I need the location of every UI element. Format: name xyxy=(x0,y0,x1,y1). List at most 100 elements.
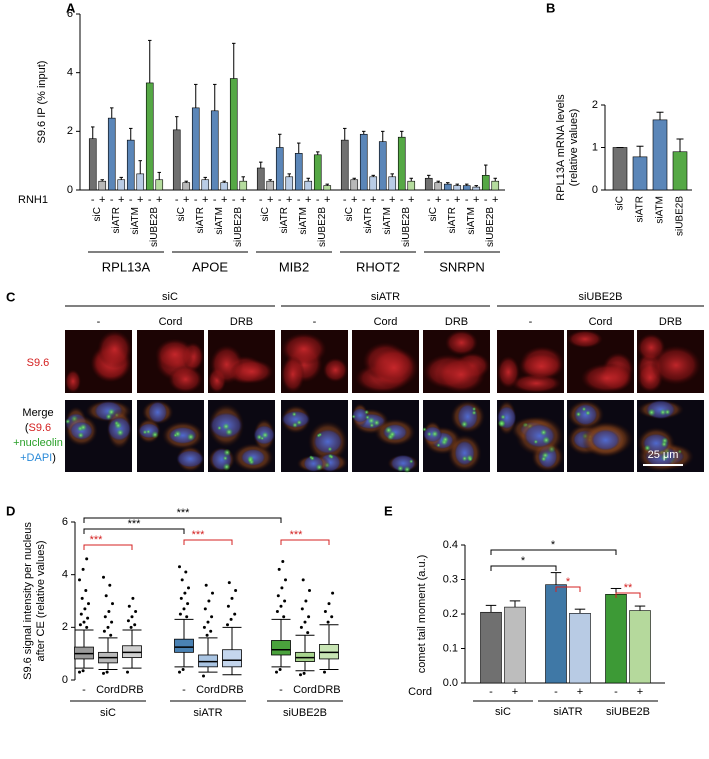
nucleolus xyxy=(369,422,375,428)
outlier xyxy=(183,591,187,595)
nucleolus xyxy=(329,454,334,460)
significance-bracket xyxy=(83,544,133,550)
nucleolus xyxy=(403,465,411,474)
panel-letter: E xyxy=(384,503,393,518)
treatment-label: + xyxy=(286,194,292,206)
cell xyxy=(281,355,305,393)
nucleolus xyxy=(467,456,473,462)
column-header: siUBE2B xyxy=(578,291,622,303)
category-label: siATR xyxy=(193,707,222,719)
nucleus xyxy=(352,408,369,423)
category-label: siUBE2B xyxy=(675,196,686,236)
nucleolus xyxy=(222,462,231,471)
column-label: DRB xyxy=(230,316,253,328)
nucleolus xyxy=(431,430,439,438)
outlier xyxy=(304,599,308,603)
outlier xyxy=(87,602,90,606)
outlier xyxy=(109,633,113,637)
y-tick-label: 0.1 xyxy=(443,642,458,654)
significance-bracket xyxy=(555,586,581,592)
nucleus xyxy=(313,429,343,455)
treatment-axis-label: RNH1 xyxy=(18,194,48,206)
subgroup-label: siUBE2B xyxy=(317,207,328,247)
bar xyxy=(652,119,668,191)
outlier xyxy=(279,604,283,608)
treatment-label: - xyxy=(194,194,198,206)
outlier xyxy=(306,631,310,635)
row-label: +nucleolin xyxy=(13,437,63,449)
outlier xyxy=(110,620,114,624)
outlier xyxy=(82,620,86,624)
bar xyxy=(491,180,500,191)
outlier xyxy=(323,610,327,614)
outlier xyxy=(229,617,233,621)
subgroup-label: siC xyxy=(344,207,355,221)
outlier xyxy=(275,670,278,674)
outlier xyxy=(203,607,207,611)
y-tick-label: 0 xyxy=(592,184,598,196)
nucleolus xyxy=(422,427,427,432)
outlier xyxy=(182,607,186,611)
subgroup-label: siATM xyxy=(130,207,141,235)
nucleolus xyxy=(318,432,323,437)
outlier xyxy=(102,671,105,675)
nucleolus xyxy=(296,419,302,426)
cell xyxy=(154,338,195,371)
cell xyxy=(497,355,520,389)
significance-bracket xyxy=(83,528,185,534)
bar xyxy=(256,167,265,191)
bar xyxy=(136,173,145,191)
bar xyxy=(672,151,688,191)
category-label: siC xyxy=(615,196,626,210)
bar xyxy=(145,82,154,191)
bar xyxy=(275,147,284,191)
significance-label: *** xyxy=(192,529,206,541)
bar xyxy=(481,175,490,191)
treatment-label: - xyxy=(297,194,301,206)
outlier xyxy=(282,615,286,619)
cell xyxy=(567,330,603,349)
outlier xyxy=(86,616,90,620)
cell xyxy=(580,363,634,394)
outlier xyxy=(133,623,137,627)
nucleolus xyxy=(142,429,148,435)
nucleolus xyxy=(186,433,195,441)
outlier xyxy=(278,667,282,671)
outlier xyxy=(301,578,305,582)
bar xyxy=(323,185,332,191)
outlier xyxy=(83,607,87,611)
outlier xyxy=(84,588,88,592)
outlier xyxy=(102,575,105,579)
y-tick-label: 2 xyxy=(67,125,73,137)
nucleolus xyxy=(365,414,370,420)
column-label: Cord xyxy=(589,316,613,328)
column-label: DRB xyxy=(445,316,468,328)
outlier xyxy=(131,596,135,600)
subgroup-label: siC xyxy=(260,207,271,221)
nucleolus xyxy=(585,410,591,416)
outlier xyxy=(326,620,330,624)
panel-letter: A xyxy=(66,0,76,15)
category-label: siUBE2B xyxy=(283,707,327,719)
significance-label: *** xyxy=(90,534,104,546)
nucleus xyxy=(573,403,598,426)
subgroup-label: siATR xyxy=(279,207,290,233)
outlier xyxy=(178,670,181,674)
treatment-label: - xyxy=(148,194,152,206)
nucleolus xyxy=(315,463,323,471)
bar xyxy=(453,185,462,191)
outlier xyxy=(275,610,279,614)
bar xyxy=(369,176,378,191)
nucleolus xyxy=(367,416,376,425)
nucleolus xyxy=(327,446,333,452)
significance-label: * xyxy=(521,555,526,567)
bar xyxy=(504,606,526,684)
outlier xyxy=(207,599,211,603)
row-label-part: +DAPI xyxy=(20,452,52,464)
treatment-label: - xyxy=(484,194,488,206)
nucleolus xyxy=(114,421,123,430)
bar xyxy=(294,153,303,191)
nucleolus xyxy=(471,406,477,412)
category-label: siATM xyxy=(655,196,666,224)
box xyxy=(174,638,194,653)
